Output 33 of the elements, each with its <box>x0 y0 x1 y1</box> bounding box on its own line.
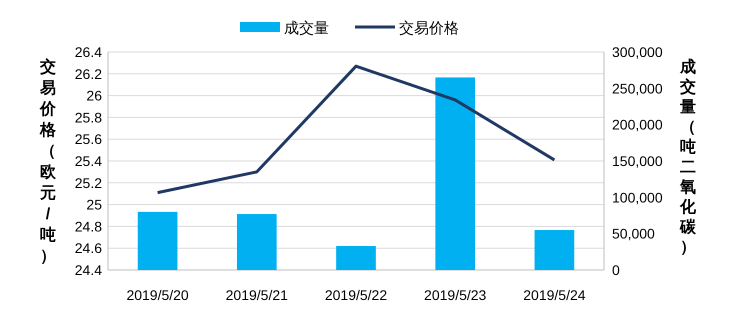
x-tick-label: 2019/5/21 <box>226 287 288 303</box>
y-tick-label: 26 <box>86 88 102 104</box>
x-tick-label: 2019/5/24 <box>523 287 586 303</box>
y2-tick-label: 100,000 <box>612 189 663 206</box>
x-tick-label: 2019/5/22 <box>324 287 388 303</box>
y-tick-label: 24.6 <box>74 240 102 256</box>
x-tick-label: 2019/5/23 <box>424 287 487 303</box>
y2-tick-label: 250,000 <box>612 80 663 96</box>
y2-tick-label: 300,000 <box>612 44 663 60</box>
y-tick-label: 25 <box>86 196 102 213</box>
line-series <box>156 64 556 194</box>
bar <box>534 230 574 270</box>
bar <box>435 77 476 270</box>
y-tick-label: 25.8 <box>74 109 102 126</box>
bar <box>138 212 178 270</box>
y2-tick-label: 200,000 <box>612 116 663 133</box>
bar <box>336 246 376 270</box>
legend-label: 交易价格 <box>399 20 459 37</box>
legend-label: 成交量 <box>284 20 329 37</box>
y2-tick-label: 150,000 <box>612 153 663 169</box>
y-tick-label: 25.4 <box>74 153 102 169</box>
bar <box>236 214 277 270</box>
y-tick-label: 25.2 <box>74 174 102 191</box>
text: 交易价格（欧元/吨） <box>40 59 56 265</box>
y-tick-label: 24.4 <box>74 262 102 278</box>
x-tick-label: 2019/5/20 <box>126 287 189 303</box>
y2-tick-label: 0 <box>612 262 620 278</box>
y-tick-label: 26.2 <box>74 66 102 82</box>
y2-tick-label: 50,000 <box>612 226 656 242</box>
y-tick-label: 26.4 <box>74 44 102 60</box>
y-tick-label: 24.8 <box>74 218 102 234</box>
text: 成交量（吨二氧化碳） <box>680 59 696 256</box>
y-tick-label: 25.6 <box>74 131 102 148</box>
